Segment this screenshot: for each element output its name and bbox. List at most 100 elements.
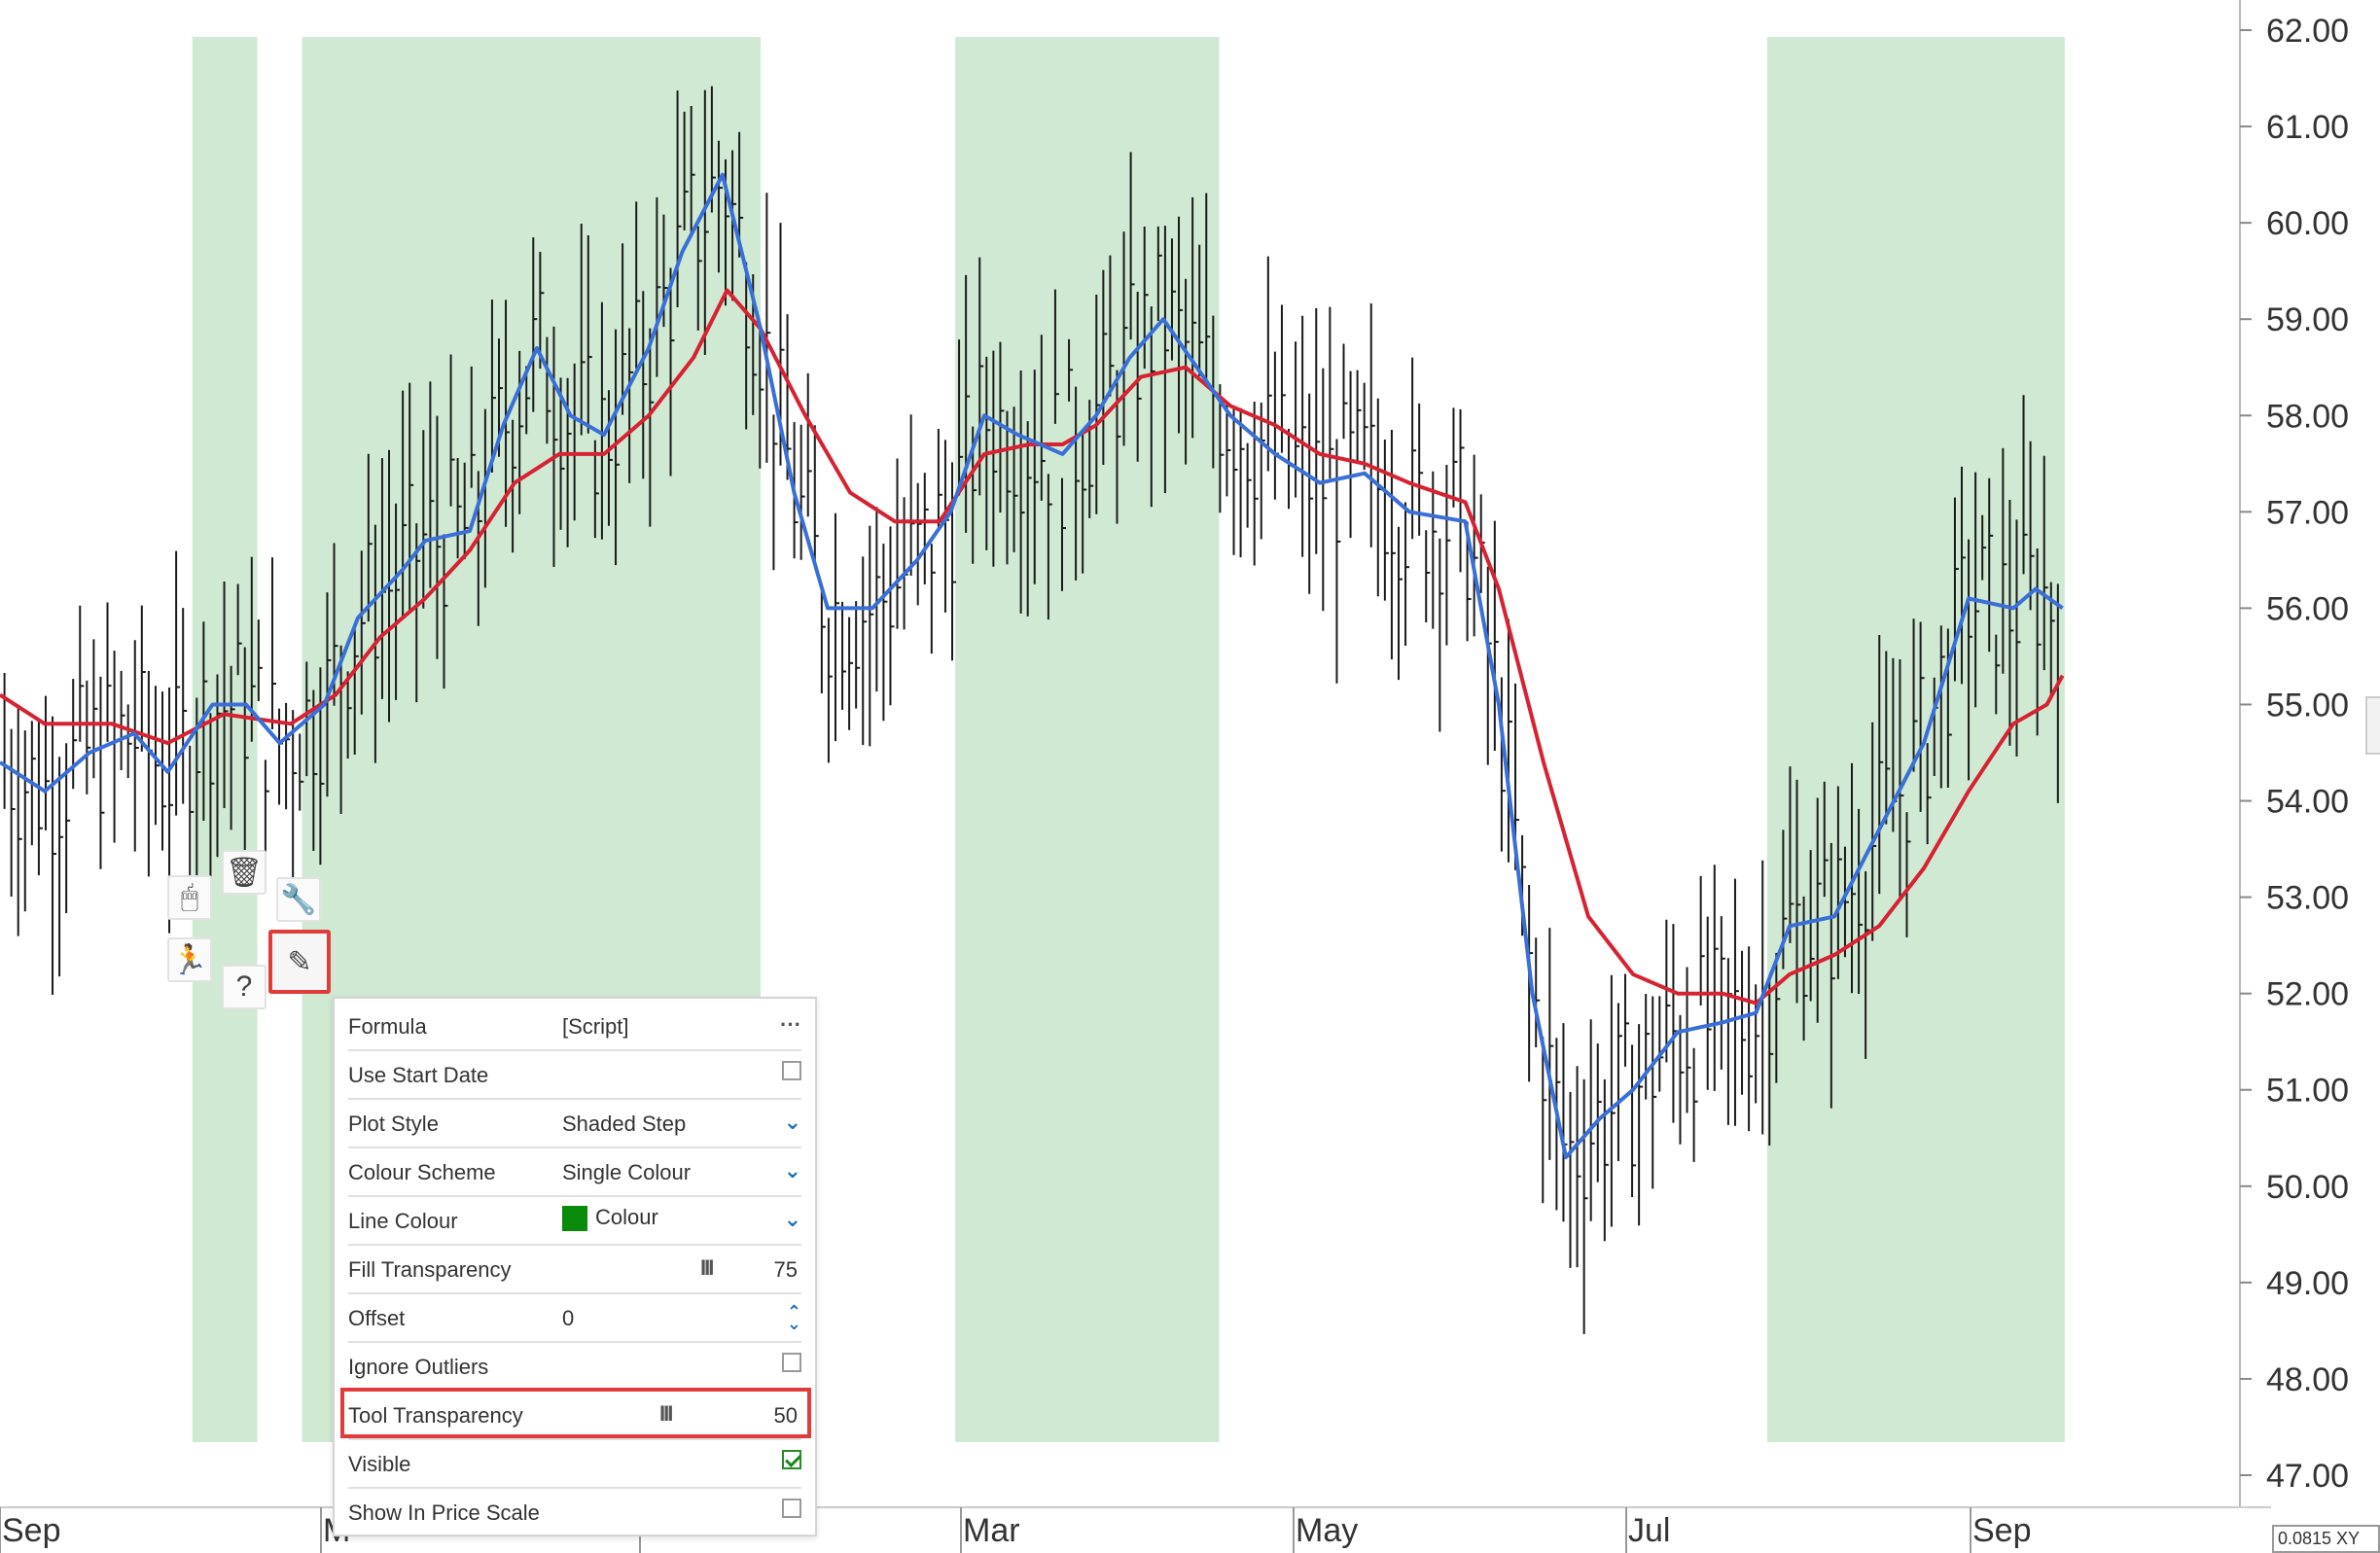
price-bar [1865,870,1870,1059]
price-bar [23,730,29,912]
price-bar [1974,472,1980,708]
colour-scheme-value: Single Colour [562,1160,692,1184]
fill-transparency-row[interactable]: Fill Transparency III 75 [348,1246,801,1294]
price-tick-label: 62.00 [2266,13,2349,50]
moving-averages [0,172,2065,1160]
price-bar [1500,677,1506,852]
colour-swatch[interactable] [562,1206,587,1232]
price-bar [539,252,545,370]
price-bar [1679,1014,1685,1145]
wrench-icon[interactable]: 🔧 [276,877,321,922]
tool-transparency-row[interactable]: Tool Transparency III 50 [340,1388,811,1440]
price-bar [622,243,627,415]
price-bar [1631,1044,1637,1198]
price-bar [1308,393,1314,594]
plot-style-label: Plot Style [348,1112,439,1136]
price-bar [1383,439,1389,601]
use-start-date-checkbox[interactable] [782,1061,801,1080]
price-bar [593,440,599,539]
price-bar [140,605,146,752]
scroll-tab[interactable] [2365,696,2380,755]
price-bar [292,710,298,894]
mouse-icon[interactable]: 🖱 [167,875,212,920]
trash-icon[interactable]: 🗑 [222,850,266,895]
price-bar [813,425,819,567]
offset-value[interactable]: 0 [562,1306,575,1330]
price-bar [1109,255,1115,397]
offset-row[interactable]: Offset 0 ⌃ ⌄ [348,1294,801,1343]
price-tick-label: 54.00 [2266,784,2349,821]
price-bar [1699,875,1705,1006]
show-in-price-scale-checkbox[interactable] [782,1499,801,1518]
price-bar [937,429,942,527]
line-colour-row[interactable]: Line Colour Colour ⌄ [348,1197,801,1246]
price-bar [1082,431,1087,574]
price-bar [429,381,435,588]
price-bar [635,201,641,369]
price-bar [1665,919,1671,1063]
price-bar [903,497,908,630]
price-bar [402,390,408,618]
price-bar [147,671,153,877]
price-bar [1795,779,1801,1004]
chevron-down-icon[interactable]: ⌄ [783,1158,801,1182]
more-options-icon[interactable]: ··· [780,1012,801,1037]
chevron-down-icon[interactable]: ⌄ [783,1207,801,1231]
price-bar [1439,538,1444,732]
price-bar [717,140,723,273]
pencil-icon[interactable]: ✎ [268,930,331,994]
colour-scheme-row[interactable]: Colour Scheme Single Colour ⌄ [348,1148,801,1197]
visible-row[interactable]: Visible [348,1440,801,1489]
price-bar [731,150,737,301]
price-axis[interactable]: 62.00 61.00 60.00 59.00 58.00 57.00 56.00 55.00… [2239,0,2349,1507]
ignore-outliers-checkbox[interactable] [782,1353,801,1372]
price-bar [875,507,881,692]
price-bar [1939,625,1945,789]
shaded-region [1767,37,2065,1442]
tool-transparency-label: Tool Transparency [348,1403,523,1428]
slider-handle-icon[interactable]: III [659,1401,673,1426]
tool-transparency-value: 50 [773,1403,798,1428]
formula-row[interactable]: Formula [Script] ··· [348,1003,801,1051]
price-bar [3,673,9,809]
price-tick-label: 55.00 [2266,687,2349,724]
price-bar [44,695,50,830]
price-bar [1843,846,1849,958]
plot-style-value: Shaded Step [562,1112,687,1136]
price-bar [1733,878,1739,1126]
price-bar [1905,812,1911,937]
formula-value: [Script] [562,1014,629,1039]
price-bar [99,676,105,869]
price-bar [992,350,998,567]
price-bar [52,716,57,996]
show-in-price-scale-row[interactable]: Show In Price Scale [348,1489,801,1535]
price-bar [1493,520,1499,752]
price-bar [490,300,496,473]
ignore-outliers-row[interactable]: Ignore Outliers [348,1343,801,1392]
run-icon[interactable]: 🏃 [167,937,212,982]
price-bar [1692,1047,1698,1162]
price-bar [1170,238,1176,361]
price-bar [2043,455,2048,671]
price-bar [1260,402,1265,540]
price-bar [841,601,847,710]
price-bar [1768,976,1774,1147]
price-bar [765,193,771,463]
plot-style-row[interactable]: Plot Style Shaded Step ⌄ [348,1100,801,1148]
price-bar [1266,256,1272,472]
chevron-down-icon[interactable]: ⌄ [783,1110,801,1134]
stepper-icon[interactable]: ⌃ ⌄ [786,1302,801,1333]
price-tick-label: 56.00 [2266,590,2349,627]
slider-handle-icon[interactable]: III [700,1255,714,1280]
visible-checkbox[interactable] [782,1450,801,1469]
price-bar [772,414,778,571]
help-icon[interactable]: ? [222,965,266,1009]
use-start-date-row[interactable]: Use Start Date [348,1051,801,1100]
price-bar [1019,371,1025,614]
price-bar [2008,500,2014,746]
price-bar [346,671,352,759]
price-bar [1995,634,2001,715]
price-bar [1726,958,1732,1125]
price-bar [1871,722,1877,941]
